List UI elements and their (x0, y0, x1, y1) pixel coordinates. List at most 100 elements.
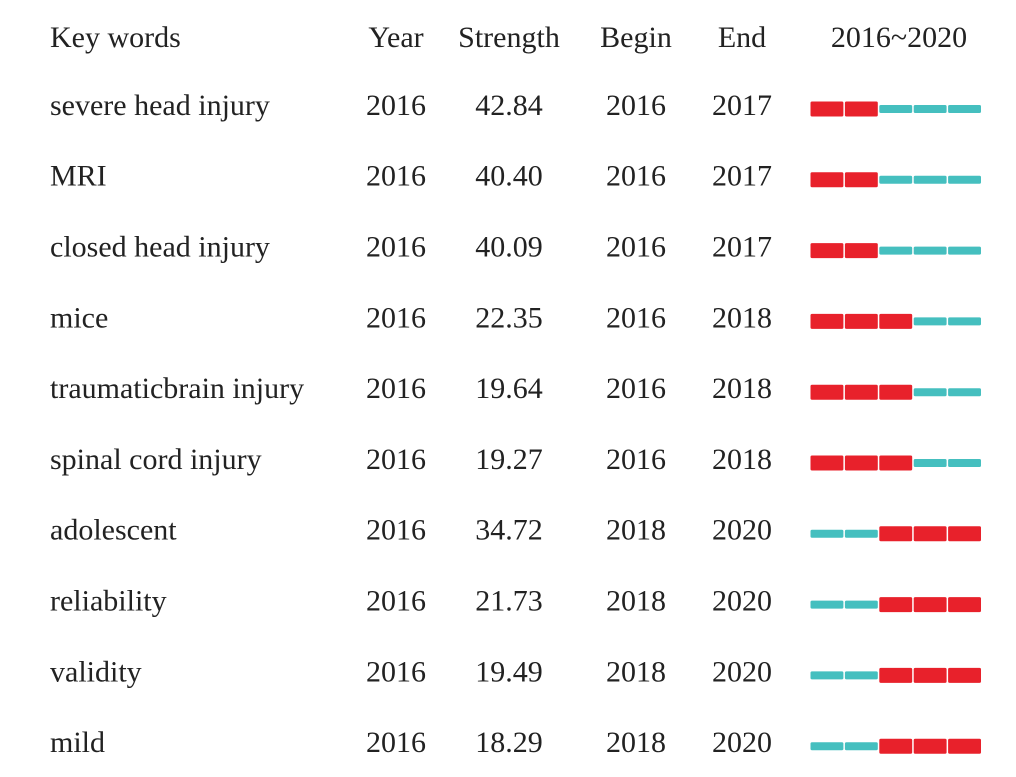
burst-segment (948, 526, 981, 542)
cell-begin: 2016 (606, 301, 666, 334)
burst-segment (844, 384, 878, 400)
cell-keyword: mild (50, 726, 105, 759)
burst-segment (913, 597, 947, 613)
timeline-segment (913, 317, 947, 326)
cell-begin: 2016 (606, 230, 666, 263)
burst-segment (879, 667, 913, 683)
cell-strength: 19.64 (475, 372, 543, 405)
cell-begin: 2018 (606, 584, 666, 617)
burst-segment (913, 667, 947, 683)
timeline-segment (879, 105, 913, 113)
burst-segment (879, 738, 913, 754)
cell-begin: 2016 (606, 160, 666, 193)
cell-year: 2016 (366, 584, 426, 617)
timeline-segment (948, 317, 981, 326)
cell-strength: 19.27 (475, 443, 543, 476)
burst-segment (913, 526, 947, 542)
cell-year: 2016 (366, 89, 426, 122)
burst-segment (810, 172, 844, 188)
header-begin: Begin (600, 21, 672, 54)
timeline-segment (810, 742, 844, 751)
burst-segment (844, 243, 878, 259)
burst-segment (879, 455, 913, 471)
header-keyword: Key words (50, 21, 181, 54)
timeline-segment (879, 175, 913, 184)
cell-strength: 40.40 (475, 160, 543, 193)
cell-year: 2016 (366, 372, 426, 405)
timeline-segment (948, 459, 981, 467)
cell-begin: 2018 (606, 655, 666, 688)
timeline-segment (948, 175, 981, 184)
timeline-segment (948, 246, 981, 255)
timeline-segment (913, 246, 947, 255)
cell-keyword: adolescent (50, 514, 177, 547)
cell-keyword: MRI (50, 160, 107, 193)
cell-year: 2016 (366, 160, 426, 193)
burst-segment (879, 313, 913, 329)
burst-segment (810, 455, 844, 471)
cell-begin: 2016 (606, 372, 666, 405)
cell-keyword: closed head injury (50, 230, 270, 263)
cell-keyword: spinal cord injury (50, 443, 262, 476)
burst-segment (844, 101, 878, 117)
timeline-segment (913, 459, 947, 467)
cell-end: 2017 (712, 160, 772, 193)
cell-strength: 21.73 (475, 584, 543, 617)
timeline-segment (844, 742, 878, 751)
cell-end: 2020 (712, 584, 772, 617)
timeline-segment (844, 671, 878, 680)
cell-keyword: mice (50, 301, 108, 334)
cell-end: 2018 (712, 372, 772, 405)
cell-begin: 2018 (606, 726, 666, 759)
cell-strength: 34.72 (475, 514, 543, 547)
cell-begin: 2018 (606, 514, 666, 547)
cell-year: 2016 (366, 726, 426, 759)
timeline-segment (844, 529, 878, 538)
burst-segment (879, 384, 913, 400)
cell-keyword: reliability (50, 584, 167, 617)
cell-year: 2016 (366, 230, 426, 263)
cell-year: 2016 (366, 514, 426, 547)
cell-end: 2020 (712, 726, 772, 759)
cell-year: 2016 (366, 301, 426, 334)
burst-segment (948, 667, 981, 683)
cell-strength: 22.35 (475, 301, 543, 334)
timeline-segment (810, 529, 844, 538)
header-timeline: 2016~2020 (831, 21, 967, 54)
burst-segment (810, 384, 844, 400)
cell-end: 2017 (712, 230, 772, 263)
burst-segment (810, 243, 844, 259)
timeline-segment (810, 600, 844, 609)
cell-year: 2016 (366, 655, 426, 688)
timeline-segment (844, 600, 878, 609)
cell-begin: 2016 (606, 89, 666, 122)
cell-end: 2020 (712, 655, 772, 688)
cell-end: 2020 (712, 514, 772, 547)
cell-strength: 42.84 (475, 89, 543, 122)
cell-end: 2018 (712, 443, 772, 476)
timeline-segment (913, 105, 947, 113)
cell-end: 2017 (712, 89, 772, 122)
cell-begin: 2016 (606, 443, 666, 476)
cell-end: 2018 (712, 301, 772, 334)
burst-segment (948, 597, 981, 613)
burst-segment (810, 101, 844, 117)
timeline-segment (810, 671, 844, 680)
burst-segment (844, 455, 878, 471)
burst-segment (844, 313, 878, 329)
header-strength: Strength (458, 21, 560, 54)
timeline-segment (913, 175, 947, 184)
timeline-segment (948, 388, 981, 397)
burst-segment (844, 172, 878, 188)
cell-keyword: validity (50, 655, 142, 688)
cell-year: 2016 (366, 443, 426, 476)
cell-keyword: severe head injury (50, 89, 270, 122)
timeline-segment (879, 246, 913, 255)
burst-segment (913, 738, 947, 754)
cell-strength: 18.29 (475, 726, 543, 759)
header-end: End (718, 21, 766, 54)
timeline-segment (948, 105, 981, 113)
cell-strength: 40.09 (475, 230, 543, 263)
burst-segment (810, 313, 844, 329)
